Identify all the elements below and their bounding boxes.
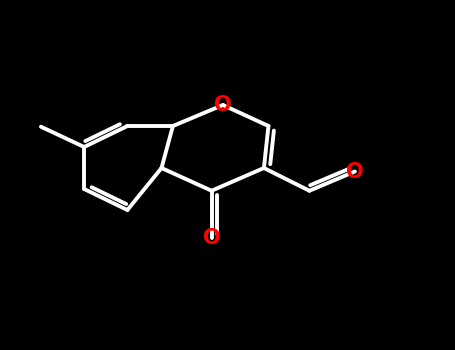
Text: O: O: [203, 228, 220, 248]
Text: O: O: [214, 95, 232, 115]
Text: O: O: [346, 161, 364, 182]
